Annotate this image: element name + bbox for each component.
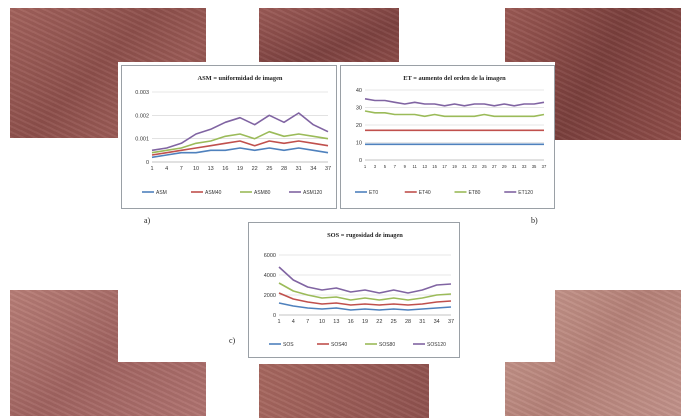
chart-sos-y-tick-label: 6000 <box>264 253 276 259</box>
chart-sos-x-tick-label: 25 <box>391 319 397 325</box>
chart-asm-x-tick-label: 1 <box>150 166 153 172</box>
chart-sos-y-tick-label: 4000 <box>264 273 276 279</box>
chart-et-y-tick-label: 10 <box>356 141 362 147</box>
chart-sos-x-tick-label: 31 <box>419 319 425 325</box>
chart-asm-y-tick-label: 0.002 <box>135 113 149 119</box>
chart-sos-x-tick-label: 37 <box>448 319 454 325</box>
chart-et: ET = aumento del orden de la imagen 0 10 20… <box>340 65 555 209</box>
chart-asm-series-line-asm <box>151 147 329 159</box>
chart-asm-x-tick-label: 37 <box>325 166 331 172</box>
skin-texture-photo-bottom-center <box>259 364 429 418</box>
chart-sos-series-line-sos80 <box>278 282 452 301</box>
chart-sos-y-tick-label: 0 <box>273 313 276 319</box>
chart-sos-legend-label: SOS <box>283 342 294 348</box>
chart-asm-x-tick-label: 4 <box>165 166 168 172</box>
chart-et-y-tick-label: 30 <box>356 106 362 112</box>
chart-et-legend-label: ET120 <box>518 190 533 196</box>
chart-asm-y-tick-label: 0.001 <box>135 137 149 143</box>
chart-et-x-tick-label: 9 <box>404 164 407 169</box>
chart-et-series-line-et120 <box>364 98 545 107</box>
panel-label-c: c) <box>229 336 236 345</box>
chart-et-x-tick-label: 21 <box>462 164 467 169</box>
chart-asm-x-tick-label: 16 <box>222 166 228 172</box>
chart-et-x-tick-label: 35 <box>532 164 537 169</box>
chart-et-x-tick-label: 19 <box>452 164 457 169</box>
chart-asm-svg: ASM = uniformidad de imagen 0 0.001 0.002 0.… <box>135 75 331 196</box>
chart-asm-y-tick-label: 0 <box>146 160 149 166</box>
chart-et-series-line-et80 <box>364 110 545 118</box>
chart-asm-legend-label: ASM40 <box>205 190 222 196</box>
chart-et-y-tick-label: 0 <box>359 158 362 164</box>
chart-et-x-tick-label: 31 <box>512 164 517 169</box>
chart-et-x-tick-label: 7 <box>394 164 397 169</box>
chart-asm-series-line-asm80 <box>151 130 329 154</box>
chart-sos-y-tick-label: 2000 <box>264 293 276 299</box>
chart-asm-x-tick-label: 22 <box>252 166 258 172</box>
chart-sos-svg: SOS = rugosidad de imagen 0 2000 4000 6000 1 4… <box>264 232 454 348</box>
skin-texture-photo-top-center <box>259 8 399 68</box>
chart-et-x-tick-label: 11 <box>413 164 418 169</box>
chart-sos-x-tick-label: 16 <box>348 319 354 325</box>
chart-asm-series-line-asm40 <box>151 140 329 156</box>
chart-et-x-tick-label: 27 <box>492 164 497 169</box>
panel-label-a: a) <box>144 216 151 225</box>
chart-asm-x-tick-label: 13 <box>208 166 214 172</box>
chart-sos-title: SOS = rugosidad de imagen <box>327 232 403 239</box>
chart-asm-y-tick-label: 0.003 <box>135 90 149 96</box>
chart-sos-x-tick-label: 1 <box>277 319 280 325</box>
chart-asm-x-tick-label: 31 <box>296 166 302 172</box>
chart-sos-legend-label: SOS80 <box>379 342 395 348</box>
chart-asm-legend-label: ASM80 <box>254 190 271 196</box>
chart-asm-title: ASM = uniformidad de imagen <box>198 75 283 82</box>
chart-sos-x-tick-label: 22 <box>376 319 382 325</box>
chart-sos-series-line-sos40 <box>278 292 452 306</box>
chart-asm-x-tick-label: 19 <box>237 166 243 172</box>
chart-asm-x-tick-label: 34 <box>310 166 316 172</box>
chart-asm: ASM = uniformidad de imagen 0 0.001 0.002 0.… <box>121 65 337 209</box>
chart-et-x-tick-label: 33 <box>522 164 527 169</box>
chart-sos-x-tick-label: 7 <box>306 319 309 325</box>
chart-et-title: ET = aumento del orden de la imagen <box>403 75 506 82</box>
chart-sos: SOS = rugosidad de imagen 0 2000 4000 6000 1 4… <box>248 222 460 358</box>
chart-et-svg: ET = aumento del orden de la imagen 0 10 20… <box>355 75 547 196</box>
chart-et-legend-label: ET40 <box>419 190 431 196</box>
chart-sos-legend-label: SOS120 <box>427 342 446 348</box>
chart-et-x-tick-label: 23 <box>472 164 477 169</box>
chart-sos-series-line-sos120 <box>278 266 452 294</box>
chart-et-x-tick-label: 29 <box>502 164 507 169</box>
chart-asm-x-tick-label: 25 <box>266 166 272 172</box>
chart-et-legend-label: ET0 <box>369 190 378 196</box>
chart-et-legend-label: ET80 <box>469 190 481 196</box>
chart-et-x-tick-label: 17 <box>442 164 447 169</box>
chart-asm-legend-label: ASM <box>156 190 167 196</box>
chart-sos-x-tick-label: 19 <box>362 319 368 325</box>
chart-et-x-tick-label: 25 <box>482 164 487 169</box>
chart-sos-legend-label: SOS40 <box>331 342 347 348</box>
chart-et-y-tick-label: 40 <box>356 88 362 94</box>
chart-et-x-tick-label: 13 <box>422 164 427 169</box>
chart-sos-x-tick-label: 34 <box>434 319 440 325</box>
chart-sos-x-tick-label: 10 <box>319 319 325 325</box>
chart-et-x-tick-label: 15 <box>432 164 437 169</box>
chart-asm-x-tick-label: 10 <box>193 166 199 172</box>
panel-label-b: b) <box>531 216 538 225</box>
chart-asm-x-tick-label: 7 <box>180 166 183 172</box>
chart-et-x-tick-label: 3 <box>374 164 377 169</box>
chart-asm-series-line-asm120 <box>151 112 329 152</box>
chart-sos-x-tick-label: 13 <box>333 319 339 325</box>
chart-asm-legend-label: ASM120 <box>303 190 322 196</box>
chart-et-x-tick-label: 1 <box>364 164 367 169</box>
chart-et-y-tick-label: 20 <box>356 123 362 129</box>
chart-sos-x-tick-label: 28 <box>405 319 411 325</box>
chart-sos-x-tick-label: 4 <box>292 319 295 325</box>
chart-asm-x-tick-label: 28 <box>281 166 287 172</box>
chart-sos-series-line-sos <box>278 302 452 311</box>
chart-et-x-tick-label: 37 <box>542 164 547 169</box>
chart-et-x-tick-label: 5 <box>384 164 387 169</box>
